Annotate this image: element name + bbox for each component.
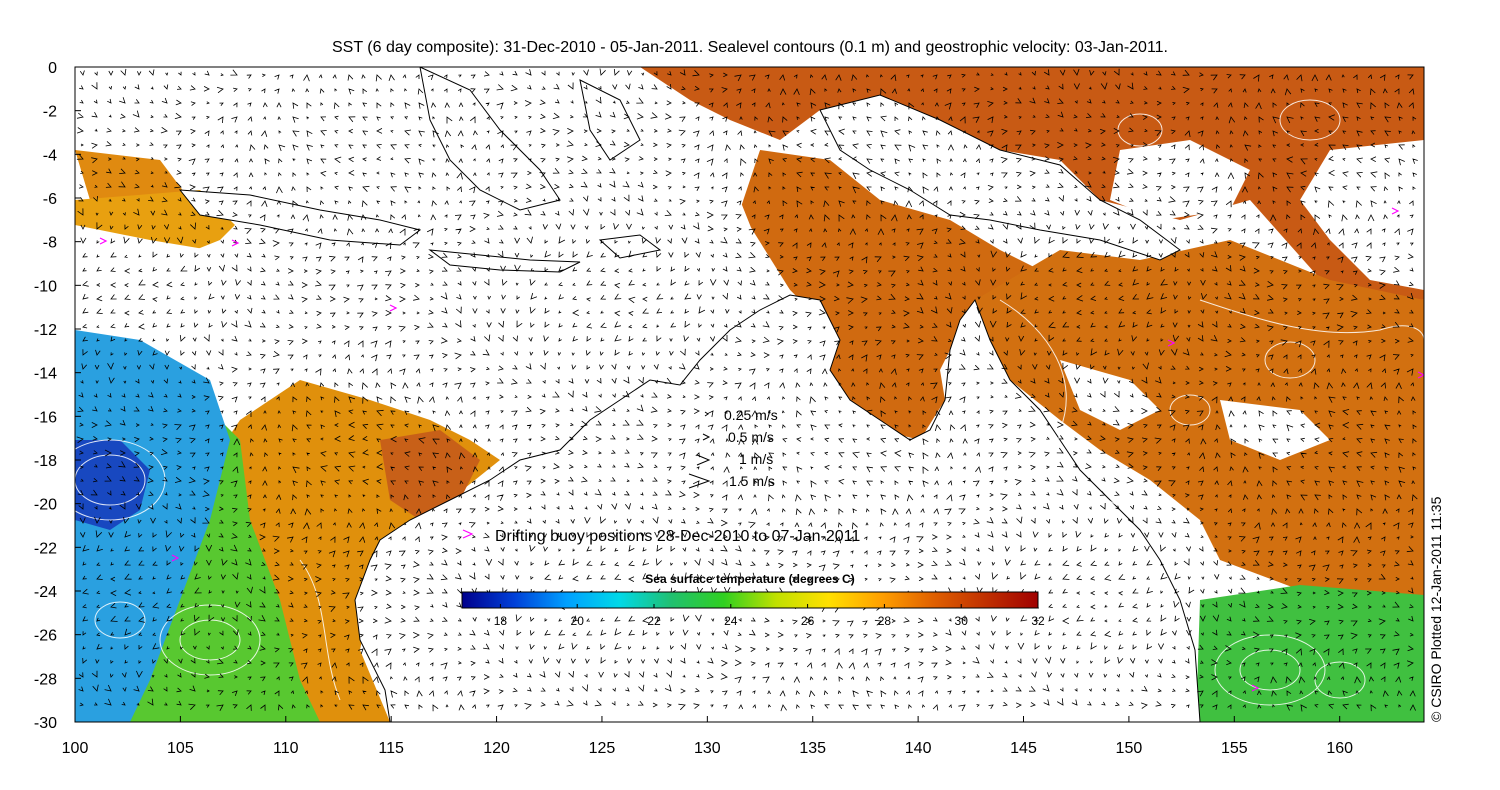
x-tick-label: 160 xyxy=(1326,740,1353,757)
sst-warm-arafura xyxy=(740,150,1040,440)
x-tick-label: 150 xyxy=(1116,740,1143,757)
x-tick-label: 155 xyxy=(1221,740,1248,757)
x-tick-label: 105 xyxy=(167,740,194,757)
colorbar-tick-label: 24 xyxy=(724,614,738,628)
y-tick-label: -14 xyxy=(34,366,57,383)
x-tick-label: 140 xyxy=(905,740,932,757)
sealevel-contours xyxy=(75,99,1424,706)
x-axis: 100 105 110 115 120 125 130 135 140 145 150 155 160 xyxy=(62,716,1353,757)
buoy-legend: Drifting buoy positions 28-Dec-2010 to 0… xyxy=(462,528,860,545)
y-tick-label: -10 xyxy=(34,278,57,295)
colorbar-tick-label: 26 xyxy=(801,614,815,628)
arrow-icon xyxy=(688,473,711,489)
velocity-legend-entry: 1.5 m/s xyxy=(688,473,775,489)
x-tick-label: 115 xyxy=(378,740,404,757)
y-tick-label: -26 xyxy=(34,628,57,645)
x-tick-label: 135 xyxy=(799,740,826,757)
x-tick-label: 130 xyxy=(694,740,721,757)
y-tick-label: -20 xyxy=(34,497,57,514)
y-tick-label: -30 xyxy=(34,715,57,732)
x-tick-label: 100 xyxy=(62,740,89,757)
sst-blue-southwest xyxy=(75,330,230,722)
colorbar-ticks: 18 20 22 24 26 28 30 32 xyxy=(494,604,1045,628)
java-coastline xyxy=(178,189,422,246)
colorbar-tick-label: 18 xyxy=(494,614,508,628)
y-tick-label: -22 xyxy=(34,540,57,557)
velocity-legend-entry: 1 m/s xyxy=(696,451,773,467)
velocity-legend-entry: 0.25 m/s xyxy=(704,407,778,423)
y-tick-label: -4 xyxy=(43,147,57,164)
australia-coastline xyxy=(354,294,1201,722)
velocity-legend-label: 0.25 m/s xyxy=(724,407,778,423)
x-tick-label: 120 xyxy=(483,740,510,757)
arrow-icon xyxy=(696,454,711,466)
velocity-legend-label: 0.5 m/s xyxy=(728,429,774,445)
y-tick-label: -6 xyxy=(43,191,57,208)
sst-warm-north-east xyxy=(640,67,1424,300)
map-panel xyxy=(75,67,1424,722)
colorbar: Sea surface temperature (degrees C) 18 20… xyxy=(461,572,1045,628)
y-tick-label: -8 xyxy=(43,235,57,252)
y-tick-label: -18 xyxy=(34,453,57,470)
colorbar-tick-label: 22 xyxy=(647,614,661,628)
y-tick-label: -24 xyxy=(34,584,57,601)
colorbar-tick-label: 20 xyxy=(571,614,585,628)
y-tick-label: -12 xyxy=(34,322,57,339)
credit-text: © CSIRO Plotted 12-Jan-2011 11:35 xyxy=(1428,496,1444,722)
arrow-icon xyxy=(704,411,709,417)
velocity-arrow-field xyxy=(76,68,1418,712)
colorbar-tick-label: 30 xyxy=(955,614,969,628)
buoy-markers xyxy=(99,207,1424,692)
x-tick-label: 125 xyxy=(589,740,616,757)
colorbar-tick-label: 28 xyxy=(878,614,892,628)
velocity-legend: 0.25 m/s 0.5 m/s 1 m/s 1.5 m/s xyxy=(688,407,778,489)
arrow-icon xyxy=(702,433,711,441)
velocity-legend-entry: 0.5 m/s xyxy=(702,429,774,445)
colorbar-ramp xyxy=(461,591,1039,609)
y-tick-label: -28 xyxy=(34,671,57,688)
colorbar-tick-label: 32 xyxy=(1031,614,1045,628)
colorbar-title: Sea surface temperature (degrees C) xyxy=(645,572,854,586)
y-tick-label: 0 xyxy=(48,60,57,77)
velocity-legend-label: 1.5 m/s xyxy=(729,473,775,489)
x-tick-label: 110 xyxy=(273,740,299,757)
y-tick-label: -16 xyxy=(34,409,57,426)
sst-darkblue-core xyxy=(75,440,150,530)
chevron-right-icon xyxy=(462,529,474,539)
x-tick-label: 145 xyxy=(1010,740,1037,757)
new-guinea-coastline xyxy=(819,94,1181,261)
sst-cool-tasman xyxy=(1196,585,1424,722)
buoy-legend-label: Drifting buoy positions 28-Dec-2010 to 0… xyxy=(495,528,860,545)
velocity-arrows xyxy=(76,68,1418,712)
y-axis: 0 -2 -4 -6 -8 -10 -12 -14 -16 -18 -20 -22 -24 -26 -28 -… xyxy=(34,60,81,732)
sst-field xyxy=(75,67,1424,722)
velocity-legend-label: 1 m/s xyxy=(739,451,773,467)
y-tick-label: -2 xyxy=(43,104,57,121)
map-frame xyxy=(74,66,1425,723)
figure-title: SST (6 day composite): 31-Dec-2010 - 05-… xyxy=(332,39,1168,56)
